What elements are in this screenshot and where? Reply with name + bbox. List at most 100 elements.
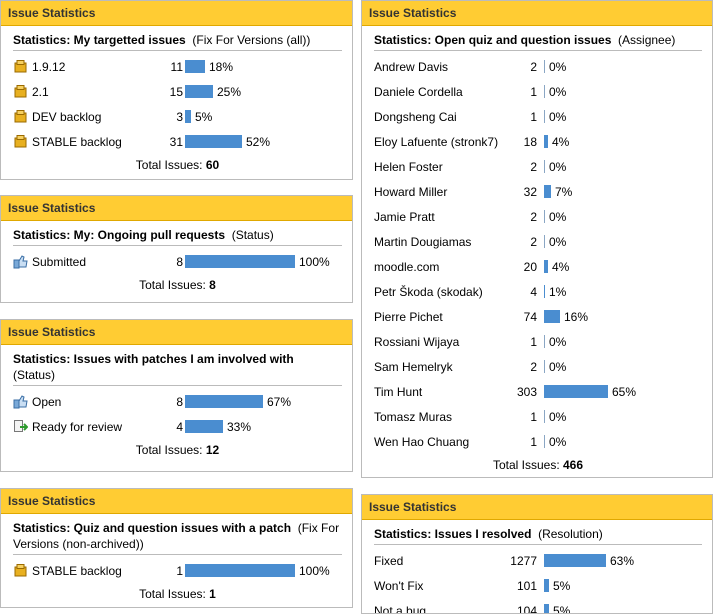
stat-row-count[interactable]: 1	[530, 335, 537, 349]
stat-row: Fixed 1277 63%	[374, 548, 702, 573]
stat-row-count[interactable]: 1	[530, 435, 537, 449]
stat-row-name[interactable]: moodle.com	[374, 260, 440, 274]
stat-row-name[interactable]: Daniele Cordella	[374, 85, 463, 99]
stat-row-name[interactable]: Dongsheng Cai	[374, 110, 457, 124]
stat-row-name[interactable]: Andrew Davis	[374, 60, 449, 74]
stat-row-count[interactable]: 8	[176, 395, 183, 409]
stat-row-bar	[544, 185, 551, 198]
stat-row-percent: 0%	[549, 435, 567, 449]
stat-title-main[interactable]: Statistics: Issues with patches I am inv…	[13, 352, 294, 366]
stat-row-name[interactable]: Open	[32, 395, 62, 409]
stat-row-name[interactable]: Martin Dougiamas	[374, 235, 472, 249]
stat-row-name[interactable]: Jamie Pratt	[374, 210, 435, 224]
stat-row-bar	[544, 60, 545, 73]
stat-row-percent: 100%	[299, 564, 330, 578]
stat-row-count[interactable]: 74	[523, 310, 537, 324]
stat-row-count[interactable]: 1277	[510, 554, 537, 568]
total-issues: Total Issues: 466	[492, 458, 584, 472]
stat-row-percent: 0%	[549, 110, 567, 124]
stat-row-name[interactable]: Sam Hemelryk	[374, 360, 453, 374]
stat-row: Eloy Lafuente (stronk7) 18 4%	[374, 129, 702, 154]
stat-row-count[interactable]: 1	[530, 85, 537, 99]
stat-row-bar	[544, 435, 545, 448]
stat-title-main[interactable]: Statistics: Open quiz and question issue…	[374, 33, 612, 47]
stat-row-count[interactable]: 4	[176, 420, 183, 434]
stat-title-main[interactable]: Statistics: Quiz and question issues wit…	[13, 521, 292, 535]
stat-title: Statistics: Issues I resolved (Resolutio…	[374, 526, 702, 545]
panel-header: Issue Statistics	[362, 1, 712, 26]
stat-row-name[interactable]: Eloy Lafuente (stronk7)	[374, 135, 499, 149]
stat-row-name[interactable]: 1.9.12	[32, 60, 66, 74]
stat-row-name[interactable]: DEV backlog	[32, 110, 102, 124]
stat-title-group: (Status)	[13, 368, 56, 382]
stat-row-name[interactable]: Pierre Pichet	[374, 310, 443, 324]
stat-row: STABLE backlog 31 52%	[13, 129, 342, 154]
stat-row-name[interactable]: Rossiani Wijaya	[374, 335, 460, 349]
stat-title-main[interactable]: Statistics: My targetted issues	[13, 33, 186, 47]
stat-row-percent: 5%	[195, 110, 213, 124]
stat-row: Ready for review 4 33%	[13, 414, 342, 439]
stat-row: Petr Škoda (skodak) 4 1%	[374, 279, 702, 304]
stat-row-name[interactable]: Submitted	[32, 255, 87, 269]
total-issues: Total Issues: 60	[135, 158, 220, 172]
stat-row-percent: 0%	[549, 360, 567, 374]
stat-row-count[interactable]: 31	[169, 135, 183, 149]
stat-row-bar	[544, 604, 549, 613]
stat-title-main[interactable]: Statistics: My: Ongoing pull requests	[13, 228, 226, 242]
stat-row-count[interactable]: 20	[523, 260, 537, 274]
version-icon	[13, 84, 28, 99]
stat-row-count[interactable]: 18	[523, 135, 537, 149]
stat-row: 1.9.12 11 18%	[13, 54, 342, 79]
stat-row-name[interactable]: 2.1	[32, 85, 49, 99]
stat-row-percent: 0%	[549, 160, 567, 174]
stat-row-name[interactable]: Tomasz Muras	[374, 410, 453, 424]
stat-row-count[interactable]: 8	[176, 255, 183, 269]
stat-row-percent: 5%	[553, 579, 571, 593]
stat-row-count[interactable]: 3	[176, 110, 183, 124]
stat-row-name[interactable]: Won't Fix	[374, 579, 424, 593]
stat-row-count[interactable]: 15	[169, 85, 183, 99]
stat-title: Statistics: My targetted issues (Fix For…	[13, 32, 342, 51]
total-issues: Total Issues: 8	[139, 278, 216, 292]
stat-row-name[interactable]: Wen Hao Chuang	[374, 435, 470, 449]
stat-row-name[interactable]: Fixed	[374, 554, 404, 568]
panel-header: Issue Statistics	[1, 320, 352, 345]
version-icon	[13, 109, 28, 124]
stat-row-count[interactable]: 1	[530, 410, 537, 424]
stat-row-percent: 18%	[209, 60, 234, 74]
stat-row-count[interactable]: 2	[530, 235, 537, 249]
stat-row-name[interactable]: Petr Škoda (skodak)	[374, 285, 483, 299]
stat-title-main[interactable]: Statistics: Issues I resolved	[374, 527, 532, 541]
stat-row-percent: 0%	[549, 60, 567, 74]
stat-row-name[interactable]: STABLE backlog	[32, 135, 122, 149]
stat-row-name[interactable]: Howard Miller	[374, 185, 448, 199]
stat-row-count[interactable]: 2	[530, 210, 537, 224]
stat-row-bar	[185, 60, 205, 73]
stat-row-count[interactable]: 1	[176, 564, 183, 578]
stat-row-bar	[544, 335, 545, 348]
stat-title-group: (Resolution)	[538, 527, 603, 541]
stat-row-name[interactable]: Helen Foster	[374, 160, 443, 174]
stat-row-count[interactable]: 11	[170, 60, 183, 74]
stat-row-count[interactable]: 32	[523, 185, 537, 199]
stat-row-name[interactable]: STABLE backlog	[32, 564, 122, 578]
stat-row-bar	[544, 260, 548, 273]
stat-row: 2.1 15 25%	[13, 79, 342, 104]
stat-row-count[interactable]: 2	[530, 160, 537, 174]
stat-row-count[interactable]: 4	[530, 285, 537, 299]
stat-row-count[interactable]: 101	[516, 579, 537, 593]
stat-row-count[interactable]: 2	[530, 60, 537, 74]
stat-row-count[interactable]: 303	[516, 385, 537, 399]
stat-row-count[interactable]: 1	[530, 110, 537, 124]
stat-row-name[interactable]: Tim Hunt	[374, 385, 423, 399]
stat-row: Jamie Pratt 2 0%	[374, 204, 702, 229]
stat-row-count[interactable]: 2	[530, 360, 537, 374]
panel-quiz-patch: Issue Statistics Statistics: Quiz and qu…	[0, 488, 353, 608]
stat-row-count[interactable]: 104	[516, 604, 537, 614]
stat-row-percent: 0%	[549, 235, 567, 249]
stat-row: Tim Hunt 303 65%	[374, 379, 702, 404]
stat-row: Submitted 8 100%	[13, 249, 342, 274]
stat-row: Wen Hao Chuang 1 0%	[374, 429, 702, 454]
stat-row: DEV backlog 3 5%	[13, 104, 342, 129]
stat-row-name[interactable]: Ready for review	[32, 420, 123, 434]
